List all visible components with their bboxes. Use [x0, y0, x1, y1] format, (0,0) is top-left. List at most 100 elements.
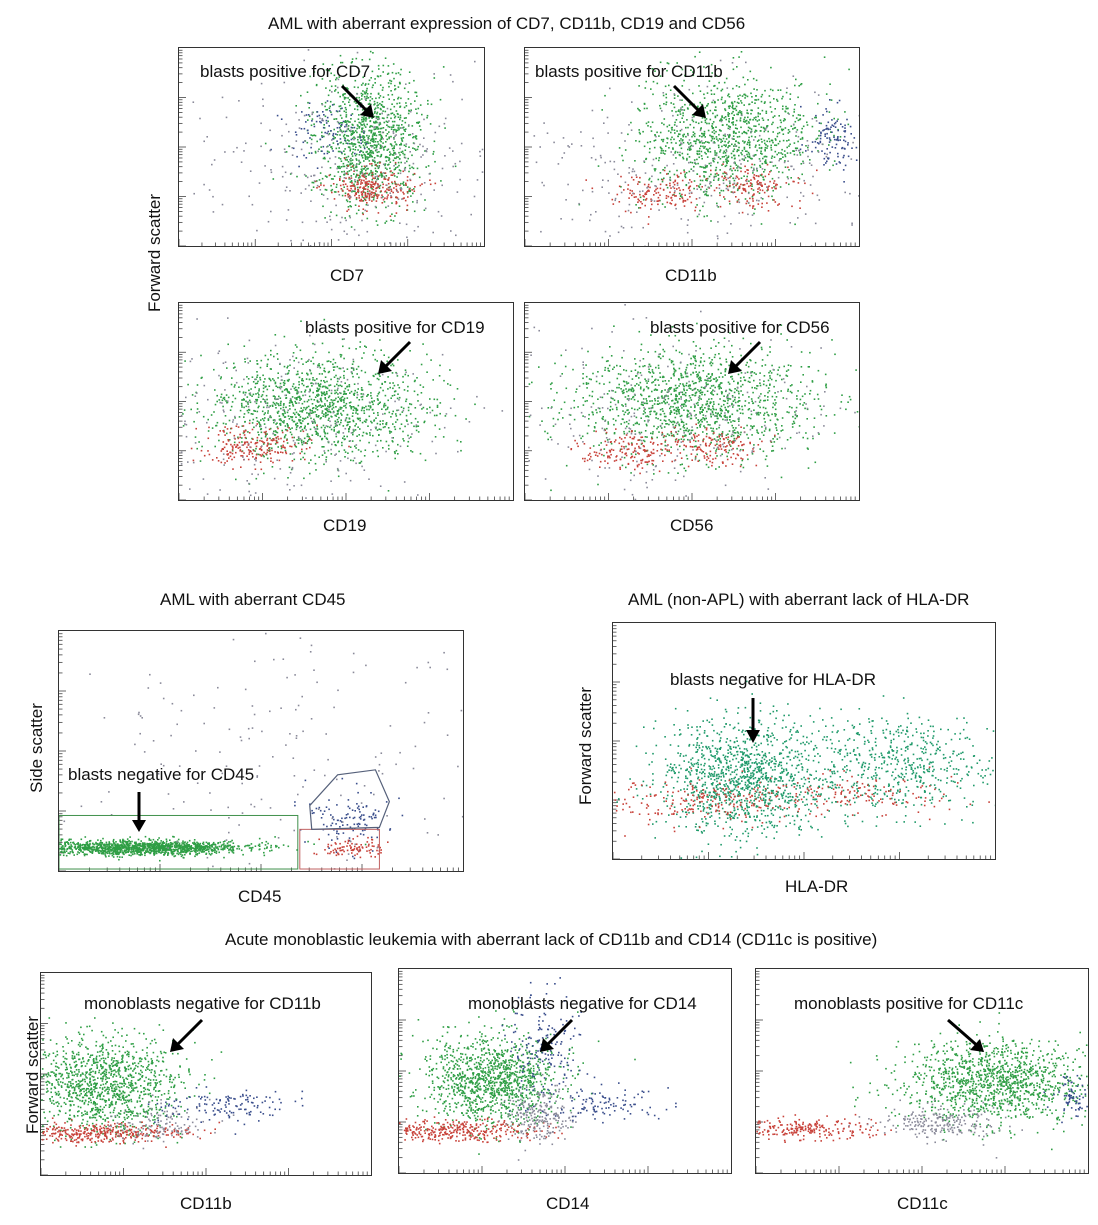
- event-dot: [367, 174, 370, 176]
- event-dot: [383, 354, 385, 356]
- event-dot: [724, 140, 726, 143]
- event-dot: [364, 193, 367, 195]
- event-dot: [744, 189, 747, 192]
- event-dot: [410, 450, 412, 452]
- event-dot: [233, 362, 235, 365]
- event-dot: [614, 199, 616, 202]
- event-dot: [725, 154, 727, 157]
- event-dot: [736, 169, 739, 172]
- event-dot: [399, 413, 402, 416]
- event-dot: [247, 411, 250, 414]
- event-dot: [725, 150, 728, 153]
- event-dot: [328, 133, 331, 135]
- event-dot: [591, 190, 594, 193]
- event-dot: [394, 183, 397, 185]
- event-dot: [624, 140, 626, 142]
- event-dot: [764, 129, 767, 131]
- event-dot: [733, 148, 736, 150]
- event-dot: [307, 132, 309, 134]
- event-dot: [354, 389, 356, 392]
- event-dot: [746, 182, 748, 185]
- event-dot: [338, 430, 340, 433]
- event-dot: [363, 146, 366, 148]
- event-dot: [645, 199, 647, 201]
- event-dot: [736, 127, 738, 130]
- event-dot: [689, 142, 692, 144]
- event-dot: [670, 141, 673, 144]
- event-dot: [303, 452, 306, 455]
- event-dot: [355, 174, 358, 177]
- event-dot: [306, 400, 309, 403]
- event-dot: [310, 200, 312, 202]
- event-dot: [679, 143, 682, 146]
- event-dot: [733, 130, 735, 133]
- event-dot: [738, 185, 741, 188]
- plot-cd7: [178, 47, 485, 247]
- event-dot: [277, 403, 279, 405]
- event-dot: [337, 171, 340, 173]
- event-dot: [319, 138, 321, 141]
- event-dot: [225, 116, 228, 119]
- event-dot: [727, 94, 729, 97]
- event-dot: [362, 190, 364, 192]
- event-dot: [783, 150, 786, 152]
- event-dot: [262, 443, 265, 445]
- event-dot: [703, 175, 705, 177]
- event-dot: [722, 172, 724, 175]
- event-dot: [670, 102, 672, 104]
- event-dot: [388, 137, 390, 140]
- event-dot: [740, 167, 742, 169]
- event-dot: [397, 198, 400, 200]
- event-dot: [700, 128, 702, 130]
- event-dot: [684, 194, 686, 196]
- event-dot: [359, 200, 362, 202]
- event-dot: [746, 175, 748, 178]
- event-dot: [302, 384, 305, 387]
- event-dot: [345, 114, 348, 116]
- event-dot: [426, 148, 428, 150]
- event-dot: [848, 68, 850, 71]
- event-dot: [369, 432, 371, 434]
- event-dot: [338, 194, 341, 196]
- event-dot: [412, 147, 414, 149]
- event-dot: [833, 136, 835, 138]
- event-dot: [360, 136, 362, 138]
- event-dot: [715, 126, 717, 128]
- event-dot: [795, 149, 797, 152]
- event-dot: [340, 61, 342, 64]
- event-dot: [398, 396, 401, 399]
- event-dot: [718, 133, 720, 136]
- event-dot: [612, 203, 615, 205]
- event-dot: [305, 386, 308, 388]
- event-dot: [328, 351, 330, 354]
- event-dot: [371, 172, 374, 174]
- event-dot: [692, 74, 695, 77]
- event-dot: [694, 55, 696, 58]
- event-dot: [374, 160, 376, 163]
- event-dot: [348, 99, 351, 101]
- event-dot: [752, 172, 754, 174]
- event-dot: [726, 157, 728, 159]
- event-dot: [382, 142, 384, 144]
- event-dot: [257, 380, 259, 383]
- event-dot: [343, 170, 345, 173]
- event-dot: [336, 380, 339, 383]
- event-dot: [283, 436, 286, 439]
- event-dot: [837, 129, 839, 132]
- event-dot: [285, 394, 287, 397]
- event-dot: [735, 175, 738, 177]
- event-dot: [681, 109, 684, 111]
- event-dot: [296, 425, 299, 427]
- event-dot: [783, 118, 786, 120]
- event-dot: [716, 87, 719, 90]
- event-dot: [349, 216, 351, 219]
- event-dot: [742, 158, 745, 161]
- event-dot: [356, 409, 359, 411]
- event-dot: [379, 375, 381, 377]
- event-dot: [657, 200, 659, 202]
- event-dot: [376, 175, 378, 178]
- event-dot: [604, 161, 606, 164]
- event-dot: [409, 133, 412, 136]
- event-dot: [370, 383, 372, 386]
- event-dot: [327, 396, 330, 399]
